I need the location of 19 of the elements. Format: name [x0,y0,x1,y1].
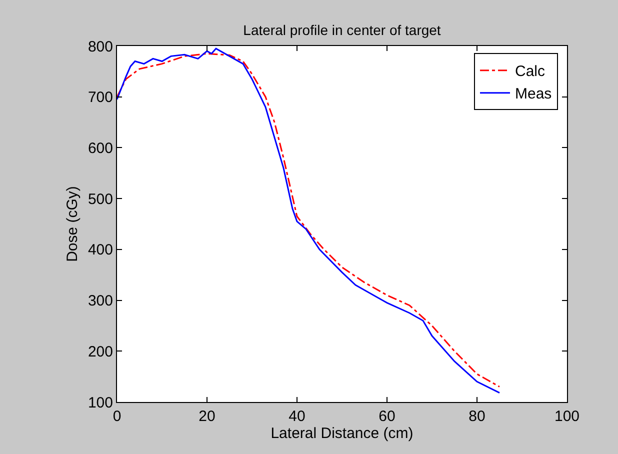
y-tick-label: 500 [88,190,113,208]
y-tick-label: 600 [88,140,113,157]
y-tick-label: 800 [88,38,113,56]
x-tick-label: 60 [378,408,396,425]
x-tick-label: 0 [112,408,122,425]
legend-label: Calc [515,63,546,80]
legend-label: Meas [515,86,552,103]
y-tick-label: 100 [88,394,113,412]
y-axis-title: Dose (cGy) [64,186,82,262]
y-tick-label: 300 [88,292,113,310]
chart-title: Lateral profile in center of target [243,22,441,38]
x-axis-title: Lateral Distance (cm) [270,425,414,442]
x-tick-label: 20 [198,408,216,425]
y-tick-label: 200 [88,343,113,360]
x-tick-label: 40 [288,408,306,425]
x-tick-label: 100 [554,408,580,425]
y-tick-label: 700 [88,89,113,106]
y-tick-label: 400 [88,242,113,259]
x-tick-label: 80 [468,408,486,425]
